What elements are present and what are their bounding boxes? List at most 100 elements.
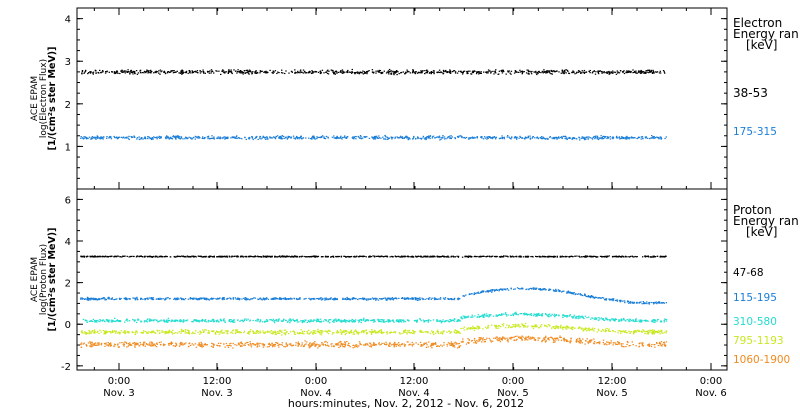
data-point xyxy=(122,136,125,138)
data-point xyxy=(296,319,298,321)
data-point xyxy=(124,137,126,139)
data-point xyxy=(487,72,489,74)
data-point xyxy=(182,321,184,323)
data-point xyxy=(299,72,301,74)
data-point xyxy=(132,71,134,73)
data-point xyxy=(491,291,493,293)
data-point xyxy=(317,320,320,322)
data-point xyxy=(483,136,486,138)
data-point xyxy=(239,137,241,139)
data-point xyxy=(132,319,134,321)
data-point xyxy=(647,302,650,304)
data-point xyxy=(175,71,177,73)
data-point xyxy=(622,319,625,321)
data-point xyxy=(102,70,104,72)
data-point xyxy=(397,71,399,73)
data-point xyxy=(267,298,270,300)
data-point xyxy=(156,329,158,331)
data-point xyxy=(466,71,468,74)
data-point xyxy=(402,297,404,299)
data-point xyxy=(81,72,83,74)
data-point xyxy=(368,298,371,300)
data-point xyxy=(299,298,301,300)
data-point xyxy=(365,256,367,258)
data-point xyxy=(213,297,215,299)
data-point xyxy=(207,256,210,258)
data-point xyxy=(248,256,250,258)
data-point xyxy=(547,314,549,316)
data-point xyxy=(413,320,416,322)
data-point xyxy=(509,256,512,258)
data-point xyxy=(307,320,310,322)
data-point xyxy=(83,72,85,74)
data-point xyxy=(141,256,144,258)
data-point xyxy=(154,137,156,139)
data-point xyxy=(278,72,280,74)
data-point xyxy=(283,135,285,138)
data-point xyxy=(106,319,108,321)
data-point xyxy=(150,72,152,74)
data-point xyxy=(536,73,538,76)
data-point xyxy=(465,255,467,258)
data-point xyxy=(496,255,498,258)
data-point xyxy=(319,136,321,138)
data-point xyxy=(600,317,603,319)
data-point xyxy=(470,316,472,318)
data-point xyxy=(358,73,360,75)
data-point xyxy=(481,136,483,138)
data-point xyxy=(397,137,399,139)
data-point xyxy=(186,255,189,257)
data-point xyxy=(423,321,425,323)
data-point xyxy=(458,297,460,300)
data-point xyxy=(190,137,192,139)
data-point xyxy=(118,332,120,334)
data-point xyxy=(387,319,389,321)
data-point xyxy=(264,321,266,323)
data-point xyxy=(491,290,493,292)
data-point xyxy=(351,68,353,71)
data-point xyxy=(439,255,441,258)
data-point xyxy=(104,299,106,301)
data-point xyxy=(155,319,158,321)
data-point xyxy=(566,315,569,317)
data-point xyxy=(274,319,277,321)
data-point xyxy=(443,298,445,300)
data-point xyxy=(510,73,512,75)
data-point xyxy=(392,298,395,300)
data-point xyxy=(415,255,417,257)
data-point xyxy=(278,298,281,300)
data-point xyxy=(639,70,641,72)
data-point xyxy=(95,72,98,74)
data-point xyxy=(458,320,461,322)
data-point xyxy=(613,71,615,73)
data-point xyxy=(192,255,194,257)
data-point xyxy=(216,320,219,322)
data-point xyxy=(425,137,428,139)
data-point xyxy=(549,288,552,291)
data-point xyxy=(357,319,359,321)
data-point xyxy=(94,136,96,138)
data-point xyxy=(200,256,202,258)
data-point xyxy=(170,331,172,334)
data-point xyxy=(107,256,110,258)
data-point xyxy=(87,73,89,75)
data-point xyxy=(226,256,229,258)
data-point xyxy=(653,319,655,321)
data-point xyxy=(624,256,627,258)
data-point xyxy=(288,136,291,138)
data-point xyxy=(280,297,282,299)
data-point xyxy=(290,331,292,333)
data-point xyxy=(267,138,269,140)
data-point xyxy=(652,71,654,73)
data-point xyxy=(560,72,562,74)
data-point xyxy=(115,320,117,322)
data-point xyxy=(387,297,390,299)
data-point xyxy=(266,71,268,73)
data-point xyxy=(500,313,503,315)
data-point xyxy=(566,69,569,71)
data-point xyxy=(280,136,282,138)
data-point xyxy=(597,73,600,75)
data-point xyxy=(181,71,183,73)
data-point xyxy=(256,135,258,138)
data-point xyxy=(201,320,203,322)
